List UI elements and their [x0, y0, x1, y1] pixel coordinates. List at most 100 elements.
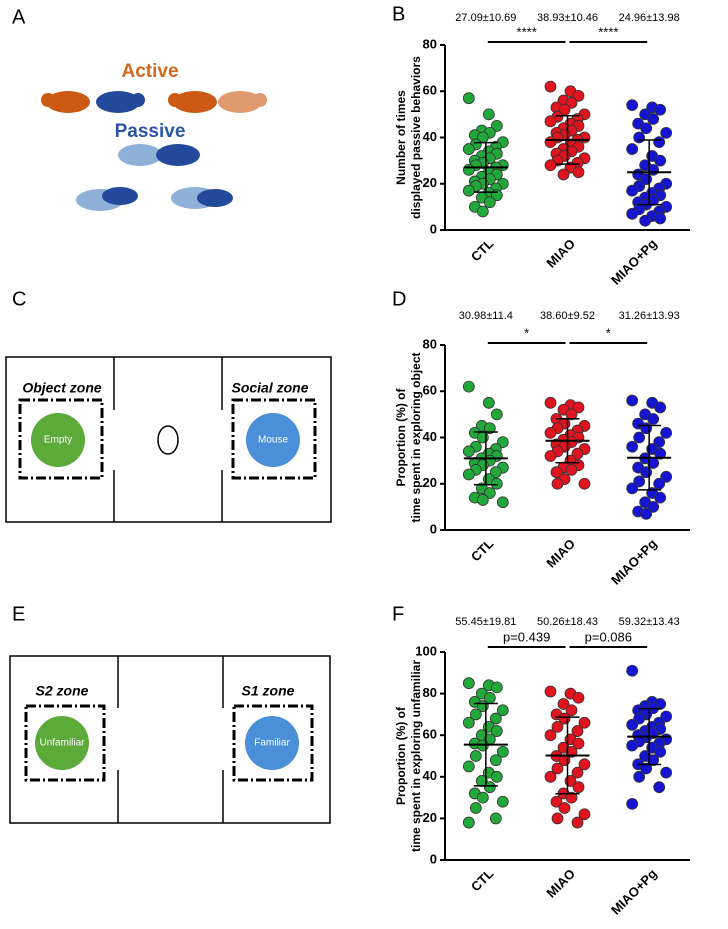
data-point	[640, 466, 653, 479]
data-point	[544, 450, 557, 462]
panel-letter: D	[392, 288, 406, 310]
data-point	[551, 720, 564, 733]
data-point	[490, 770, 503, 783]
data-point	[557, 168, 570, 181]
data-point	[647, 413, 660, 425]
zone-label: Object zone	[22, 380, 102, 396]
y-tick-label: 40	[423, 429, 437, 444]
data-point	[476, 791, 489, 804]
data-point	[571, 725, 584, 737]
data-point	[654, 447, 667, 460]
y-axis-label: Proportion (%) of	[394, 706, 408, 805]
data-point	[462, 163, 475, 176]
data-point	[640, 122, 653, 135]
significance-label: *	[524, 325, 529, 340]
data-point	[647, 754, 660, 767]
panel-letter: F	[392, 603, 404, 625]
data-point	[544, 426, 557, 439]
panel-letter: A	[12, 6, 26, 28]
data-point	[496, 496, 509, 509]
data-point	[496, 436, 509, 449]
y-axis-label: time spent in exploring object	[409, 352, 423, 522]
significance-label: *	[606, 325, 611, 340]
data-point	[653, 781, 666, 794]
data-point	[490, 477, 503, 490]
data-point	[653, 477, 666, 490]
data-point	[476, 494, 489, 506]
three-chamber-box	[5, 356, 332, 523]
data-point	[626, 739, 639, 752]
data-point	[571, 816, 584, 829]
data-point	[550, 466, 563, 479]
data-point	[482, 108, 495, 121]
significance-label: ****	[598, 24, 618, 39]
x-tick-label: MIAO	[543, 536, 578, 571]
data-point	[483, 487, 496, 499]
data-point	[633, 475, 646, 488]
data-point	[578, 758, 591, 771]
data-point	[626, 718, 639, 731]
x-tick-label: MIAO+Pg	[608, 236, 660, 288]
data-point	[544, 685, 557, 698]
data-point	[572, 89, 585, 102]
y-axis-label: Number of times	[394, 90, 408, 185]
y-tick-label: 80	[423, 685, 437, 700]
data-point	[572, 691, 585, 704]
data-point	[489, 466, 502, 479]
y-tick-label: 60	[423, 727, 437, 742]
data-point	[654, 154, 667, 167]
panel-letter: B	[392, 3, 405, 25]
data-point	[571, 766, 584, 779]
y-tick-label: 60	[423, 83, 437, 98]
summary-label: 24.96±13.98	[619, 12, 680, 24]
data-point	[544, 770, 557, 783]
x-tick-label: MIAO+Pg	[608, 866, 660, 918]
data-point	[483, 781, 496, 794]
data-point	[490, 725, 503, 737]
data-point	[462, 716, 475, 729]
circle-label: Familiar	[254, 738, 290, 749]
object-circle	[31, 413, 85, 467]
x-tick-label: MIAO	[543, 866, 578, 901]
zone-label: S2 zone	[36, 683, 89, 699]
data-point	[469, 708, 482, 721]
data-point	[550, 795, 563, 808]
data-point	[626, 394, 639, 407]
data-point	[626, 664, 639, 677]
data-point	[483, 196, 496, 209]
y-tick-label: 0	[430, 851, 437, 866]
y-tick-label: 40	[423, 129, 437, 144]
data-point	[565, 96, 578, 109]
significance-label: ****	[517, 24, 537, 39]
y-tick-label: 40	[423, 768, 437, 783]
data-point	[462, 468, 475, 481]
data-point	[654, 491, 667, 504]
data-point	[544, 159, 557, 172]
y-tick-label: 20	[423, 475, 437, 490]
data-point	[626, 99, 639, 112]
data-point	[462, 184, 475, 197]
data-point	[660, 470, 673, 483]
mice-illustration	[41, 91, 267, 211]
significance-label: p=0.439	[503, 629, 550, 644]
data-point	[640, 507, 653, 520]
y-tick-label: 80	[423, 36, 437, 51]
data-point	[626, 143, 639, 155]
summary-label: 55.45±19.81	[455, 616, 516, 628]
data-point	[578, 716, 591, 729]
data-point	[551, 477, 564, 490]
y-tick-label: 20	[423, 810, 437, 825]
y-tick-label: 80	[423, 336, 437, 351]
x-tick-label: CTL	[468, 536, 497, 565]
data-point	[489, 812, 502, 825]
data-point	[489, 712, 502, 725]
data-point	[490, 408, 503, 421]
data-point	[578, 808, 591, 821]
data-point	[462, 760, 475, 773]
data-point	[565, 704, 578, 717]
data-point	[462, 445, 475, 458]
data-point	[626, 797, 639, 810]
summary-label: 27.09±10.69	[455, 12, 516, 24]
data-point	[572, 737, 585, 750]
